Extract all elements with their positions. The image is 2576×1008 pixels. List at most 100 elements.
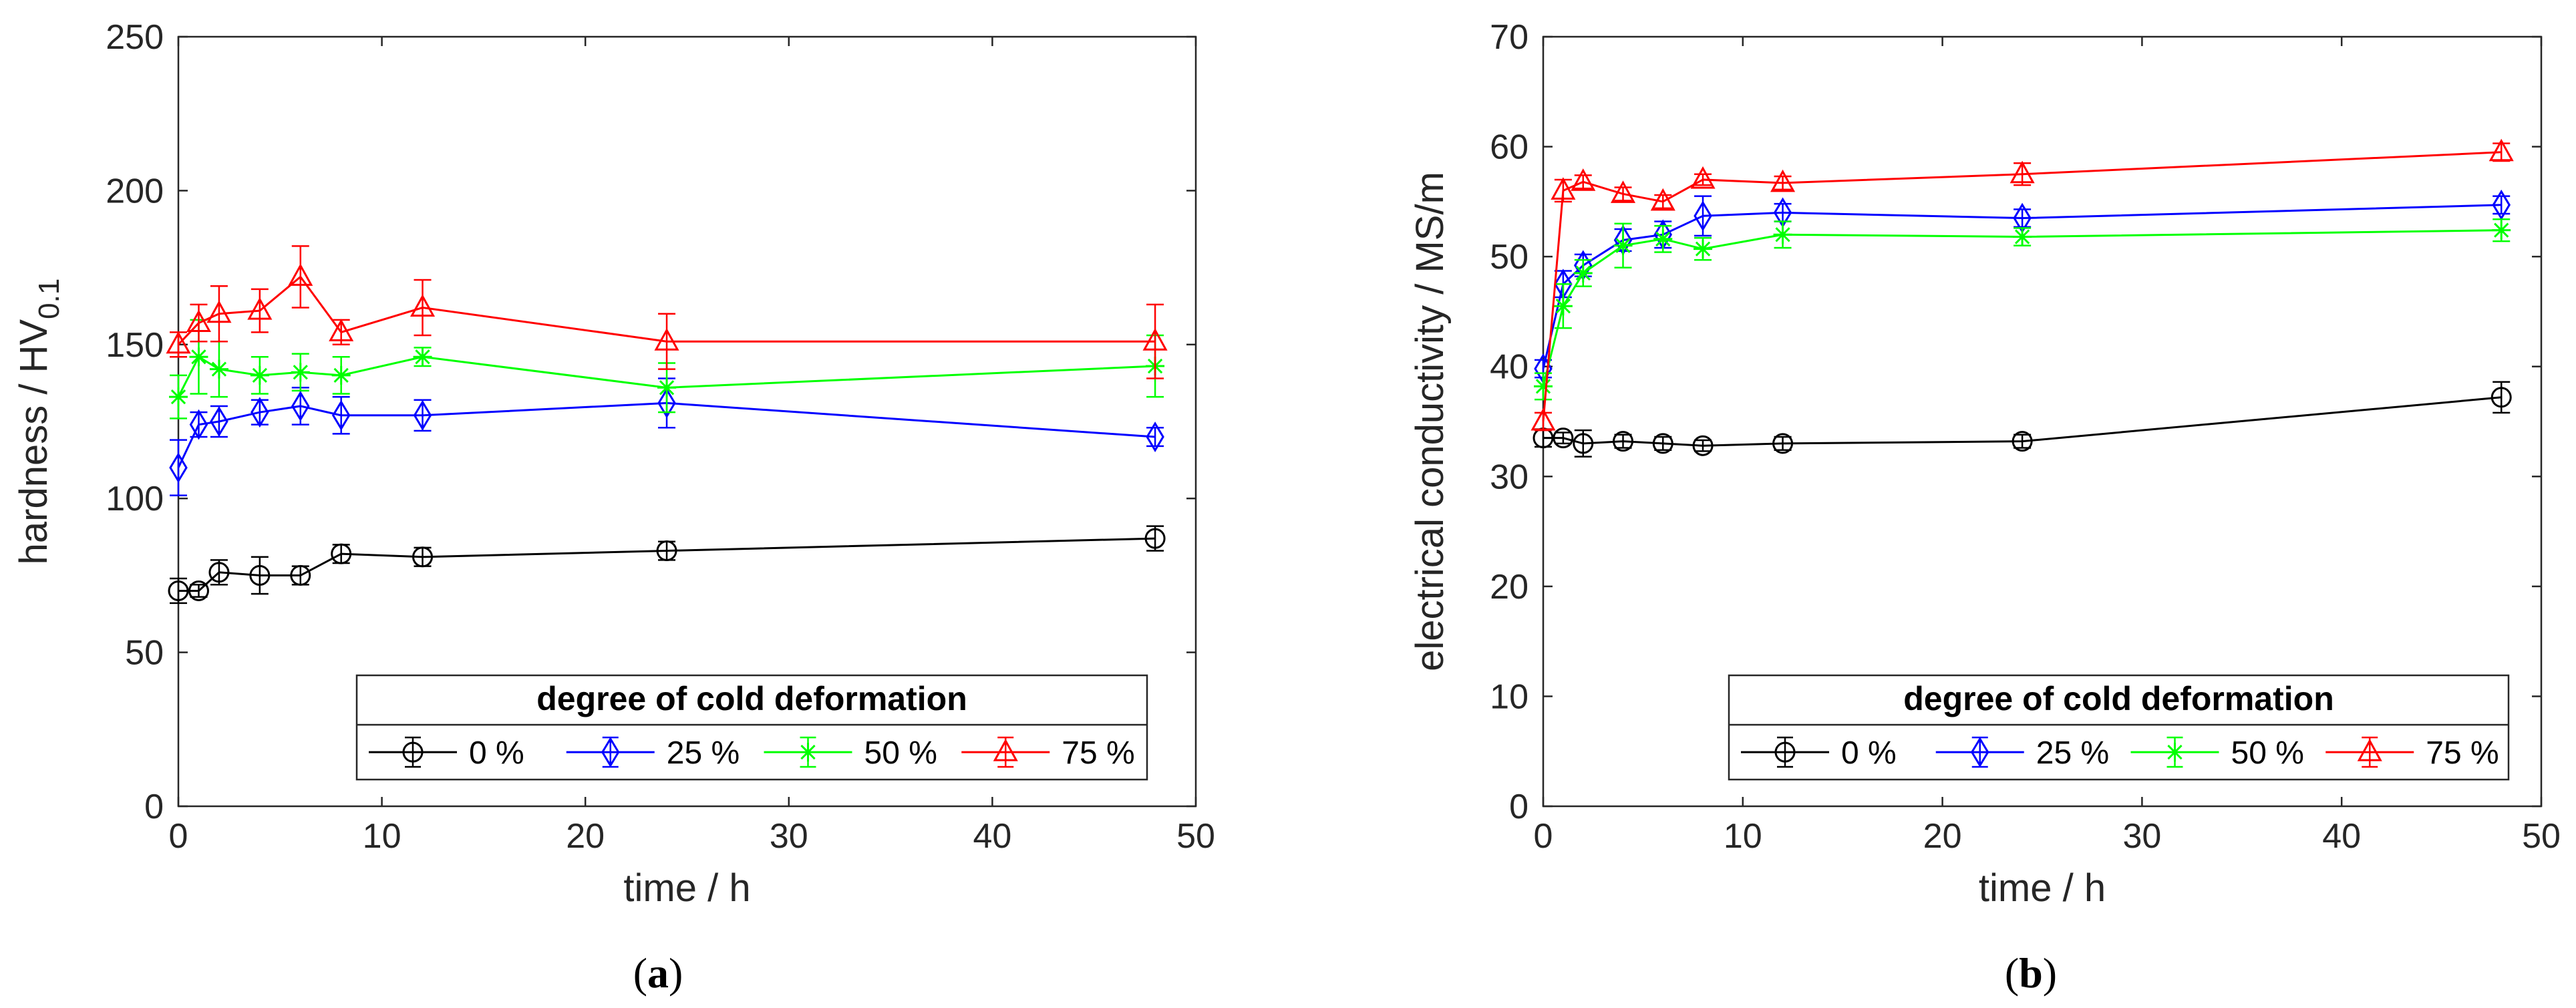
data-point	[413, 347, 432, 367]
x-tick-label: 50	[1176, 817, 1215, 856]
y-axis-label: electrical conductivity / MS/m	[1408, 172, 1452, 671]
y-tick-label: 70	[1490, 18, 1528, 57]
data-point	[249, 564, 271, 586]
panel-label-open-paren: (	[2005, 949, 2019, 997]
data-point	[2011, 431, 2033, 452]
legend-marker	[2357, 738, 2382, 762]
data-point	[247, 297, 273, 320]
series-75pct	[166, 245, 1168, 379]
series-0pct	[1533, 381, 2512, 458]
data-point	[656, 540, 677, 562]
y-tick-label: 200	[106, 172, 164, 210]
data-point	[208, 562, 230, 583]
legend-title: degree of cold deformation	[536, 680, 967, 717]
panel-label: (b)	[2005, 949, 2057, 997]
chart-panel-b: 0 10 20 30 40 50 0 10 20 30 40 50 60 70 time / h electr…	[1408, 18, 2561, 997]
legend-marker	[2165, 743, 2185, 762]
data-point	[1770, 169, 1796, 192]
data-point	[168, 580, 189, 601]
legend-label: 0 %	[1841, 735, 1897, 771]
data-point	[410, 294, 436, 317]
x-tick-label: 0	[1534, 817, 1553, 856]
data-point	[1650, 188, 1675, 211]
data-point	[209, 359, 228, 379]
panel-label: (a)	[633, 949, 683, 997]
chart-panel-a: 0 10 20 30 40 50 0 50 100 150 200 250 time / h hardne…	[12, 18, 1215, 997]
x-tick-label: 10	[363, 817, 401, 856]
y-tick-label: 50	[125, 634, 164, 673]
data-point	[186, 309, 212, 333]
data-point	[189, 347, 208, 367]
data-point	[291, 391, 310, 422]
panel-label-close-paren: )	[669, 949, 683, 997]
series-75pct	[1531, 138, 2514, 432]
panel-label-close-paren: )	[2043, 949, 2057, 997]
y-axis-label-subscript: 0.1	[33, 279, 65, 319]
x-tick-label: 20	[1923, 817, 1962, 856]
data-point	[188, 580, 209, 601]
y-tick-label: 10	[1490, 677, 1528, 716]
x-tick-label: 0	[169, 817, 188, 856]
legend-label: 25 %	[667, 735, 740, 771]
legend-marker	[993, 738, 1018, 762]
data-point	[657, 378, 677, 397]
panel-label-open-paren: (	[633, 949, 647, 997]
data-point	[1142, 328, 1168, 351]
y-tick-label: 0	[1509, 788, 1528, 826]
x-tick-label: 20	[566, 817, 605, 856]
data-point	[290, 564, 311, 586]
panel-label-letter: a	[647, 949, 669, 997]
data-point	[1573, 263, 1593, 283]
y-axis-label: hardness / HV0.1	[12, 279, 65, 565]
x-tick-label: 40	[973, 817, 1011, 856]
x-tick-label: 30	[770, 817, 808, 856]
data-point	[1551, 177, 1576, 200]
legend-label: 75 %	[1062, 735, 1134, 771]
data-point	[1534, 377, 1553, 396]
x-tick-label: 10	[1724, 817, 1762, 856]
data-point	[412, 546, 434, 568]
legend-box	[355, 674, 1148, 781]
data-point	[1144, 528, 1166, 549]
legend-label: 75 %	[2426, 735, 2499, 771]
legend-marker	[402, 741, 424, 763]
data-point	[169, 452, 188, 484]
panel-label-letter: b	[2019, 949, 2043, 997]
legend-title: degree of cold deformation	[1903, 680, 2334, 717]
data-point	[206, 300, 232, 323]
data-point	[331, 543, 352, 564]
data-point	[331, 365, 351, 385]
data-point	[288, 263, 313, 286]
data-point	[166, 331, 191, 354]
data-point	[413, 399, 432, 431]
data-point	[2490, 387, 2512, 408]
legend-marker	[1774, 741, 1796, 763]
legend-label: 0 %	[469, 735, 524, 771]
series-0pct	[168, 525, 1166, 605]
y-tick-label: 150	[106, 326, 164, 365]
data-point	[210, 406, 228, 437]
x-tick-label: 30	[2122, 817, 2161, 856]
x-tick-label: 40	[2322, 817, 2361, 856]
x-axis-label: time / h	[623, 866, 750, 910]
legend-label: 50 %	[2231, 735, 2304, 771]
y-tick-label: 20	[1490, 568, 1528, 607]
legend-box	[1728, 674, 2510, 781]
y-tick-label: 40	[1490, 348, 1528, 387]
data-point	[189, 409, 208, 440]
series-50pct	[169, 319, 1165, 419]
data-point	[1146, 422, 1164, 452]
data-point	[1613, 236, 1633, 255]
data-point	[2013, 227, 2032, 246]
data-point	[331, 399, 351, 431]
data-point	[1531, 407, 1556, 431]
legend-marker	[798, 743, 818, 762]
data-point	[1694, 239, 1713, 259]
y-axis-label-text: hardness / HV	[12, 319, 55, 565]
data-point	[1610, 180, 1636, 203]
y-tick-label: 100	[106, 480, 164, 518]
y-tick-label: 60	[1490, 128, 1528, 167]
y-tick-label: 250	[106, 18, 164, 57]
